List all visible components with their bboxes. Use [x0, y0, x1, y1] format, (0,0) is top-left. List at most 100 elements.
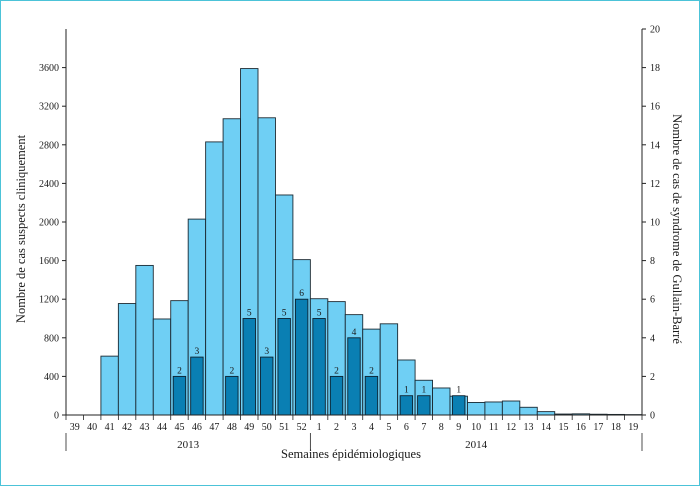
- data-label-gbs-week-46: 3: [195, 347, 200, 357]
- x-tick-label-15: 15: [558, 422, 568, 433]
- y-left-tick-label: 1200: [39, 295, 59, 306]
- bar-gbs-week-2: [329, 375, 344, 416]
- x-tick-label-2: 2: [334, 422, 339, 433]
- x-tick-label-42: 42: [122, 422, 132, 433]
- data-label-gbs-week-45: 2: [177, 366, 182, 376]
- x-tick-label-48: 48: [227, 422, 237, 433]
- x-tick-label-16: 16: [576, 422, 586, 433]
- suspect-cases-bars: [100, 68, 643, 416]
- data-label-gbs-week-1: 5: [317, 309, 322, 319]
- x-tick-label-50: 50: [262, 422, 272, 433]
- bar-suspect-week-8: [432, 387, 451, 416]
- x-tick-label-43: 43: [140, 422, 150, 433]
- x-tick-label-39: 39: [70, 422, 80, 433]
- x-tick-label-4: 4: [369, 422, 374, 433]
- x-tick-label-9: 9: [456, 422, 461, 433]
- y-right-tick-label: 14: [650, 140, 660, 151]
- bar-suspect-week-14: [536, 411, 556, 416]
- y-left-tick-label: 3200: [39, 102, 59, 113]
- bar-gbs-week-6: [399, 395, 414, 416]
- x-tick-label-7: 7: [421, 422, 426, 433]
- y-left-tick-label: 400: [44, 372, 59, 383]
- gbs-cases-bars: 2 3 2 5 3 5 6 5 2 4 2 1 1 1: [172, 289, 466, 416]
- y-right-tick-label: 18: [650, 63, 660, 74]
- x-tick-label-49: 49: [244, 422, 254, 433]
- bar-gbs-week-1: [312, 318, 326, 416]
- x-tick-label-10: 10: [471, 422, 481, 433]
- bar-gbs-week-48: [225, 375, 239, 416]
- y-left-tick-label: 0: [54, 411, 59, 422]
- x-tick-label-17: 17: [593, 422, 603, 433]
- x-tick-label-13: 13: [524, 422, 534, 433]
- bar-suspect-week-12: [501, 400, 521, 416]
- data-label-gbs-week-9: 1: [456, 386, 461, 396]
- y-right-tick-label: 8: [650, 256, 655, 267]
- x-tick-label-6: 6: [404, 422, 409, 433]
- bar-gbs-week-49: [242, 318, 256, 416]
- bar-suspect-week-13: [519, 406, 538, 416]
- bar-suspect-week-5: [379, 323, 399, 416]
- x-tick-label-5: 5: [386, 422, 391, 433]
- data-label-gbs-week-7: 1: [421, 386, 426, 396]
- x-tick-label-3: 3: [352, 422, 357, 433]
- x-tick-label-41: 41: [105, 422, 115, 433]
- data-label-gbs-week-48: 2: [229, 366, 234, 376]
- y-left-tick-label: 2800: [39, 140, 59, 151]
- x-tick-label-8: 8: [439, 422, 444, 433]
- y-right-tick-label: 2: [650, 372, 655, 383]
- x-tick-label-52: 52: [297, 422, 307, 433]
- x-tick-label-47: 47: [209, 422, 219, 433]
- bar-suspect-week-44: [152, 318, 172, 416]
- x-tick-label-40: 40: [87, 422, 97, 433]
- bar-gbs-week-3: [347, 337, 361, 416]
- x-tick-label-51: 51: [279, 422, 289, 433]
- y-right-tick-label: 20: [650, 25, 660, 36]
- y-left-tick-label: 2000: [39, 218, 59, 229]
- year-label-2013: 2013: [177, 439, 200, 451]
- x-tick-label-44: 44: [157, 422, 167, 433]
- y-axis-right-title: Nombre de cas de syndrome de Gullain-Bar…: [670, 114, 684, 344]
- y-left-tick-label: 3600: [39, 63, 59, 74]
- y-right-tick-label: 4: [650, 333, 655, 344]
- bar-gbs-week-45: [172, 375, 187, 416]
- bar-gbs-week-46: [190, 356, 204, 416]
- x-tick-label-46: 46: [192, 422, 202, 433]
- x-tick-label-45: 45: [174, 422, 184, 433]
- bar-suspect-week-10: [467, 402, 486, 416]
- x-tick-label-12: 12: [506, 422, 516, 433]
- bar-suspect-week-43: [135, 264, 154, 416]
- y-left-tick-label: 1600: [39, 256, 59, 267]
- y-right-tick-label: 10: [650, 218, 660, 229]
- x-tick-label-19: 19: [628, 422, 638, 433]
- x-tick-label-18: 18: [611, 422, 621, 433]
- bar-gbs-week-4: [364, 375, 379, 416]
- data-label-gbs-week-2: 2: [334, 366, 339, 376]
- data-label-gbs-week-4: 2: [369, 366, 374, 376]
- y-right-tick-label: 0: [650, 411, 655, 422]
- data-label-gbs-week-3: 4: [352, 328, 357, 338]
- y-right-tick-label: 16: [650, 102, 660, 113]
- x-tick-label-11: 11: [489, 422, 499, 433]
- bar-gbs-week-51: [277, 318, 291, 416]
- axes: 0400800120016002000240028003200360002468…: [39, 25, 660, 451]
- bar-suspect-week-42: [117, 303, 137, 416]
- data-label-gbs-week-50: 3: [264, 347, 269, 357]
- year-label-2014: 2014: [465, 439, 488, 451]
- bar-gbs-week-50: [260, 356, 274, 416]
- bar-gbs-week-7: [417, 395, 431, 416]
- bar-suspect-week-11: [484, 401, 503, 416]
- y-left-tick-label: 800: [44, 333, 59, 344]
- x-tick-label-1: 1: [317, 422, 322, 433]
- x-axis-title: Semaines épidémiologiques: [281, 447, 421, 461]
- data-label-gbs-week-6: 1: [404, 386, 409, 396]
- bar-suspect-week-41: [100, 355, 119, 416]
- y-axis-left-title: Nombre de cas suspects cliniquement: [14, 134, 28, 323]
- data-label-gbs-week-49: 5: [247, 309, 252, 319]
- y-left-tick-label: 2400: [39, 179, 59, 190]
- data-label-gbs-week-51: 5: [282, 309, 287, 319]
- bar-suspect-week-47: [205, 141, 224, 416]
- bar-gbs-week-9: [452, 395, 466, 416]
- y-right-tick-label: 6: [650, 295, 655, 306]
- bar-gbs-week-52: [294, 298, 309, 416]
